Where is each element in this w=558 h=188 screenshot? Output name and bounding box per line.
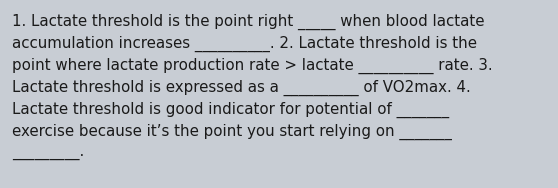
Text: _________.: _________. [12,146,84,161]
Text: 1. Lactate threshold is the point right _____ when blood lactate: 1. Lactate threshold is the point right … [12,14,484,30]
Text: point where lactate production rate > lactate __________ rate. 3.: point where lactate production rate > la… [12,58,493,74]
Text: accumulation increases __________. 2. Lactate threshold is the: accumulation increases __________. 2. La… [12,36,477,52]
Text: Lactate threshold is expressed as a __________ of VO2max. 4.: Lactate threshold is expressed as a ____… [12,80,471,96]
Text: exercise because it’s the point you start relying on _______: exercise because it’s the point you star… [12,124,452,140]
Text: Lactate threshold is good indicator for potential of _______: Lactate threshold is good indicator for … [12,102,449,118]
